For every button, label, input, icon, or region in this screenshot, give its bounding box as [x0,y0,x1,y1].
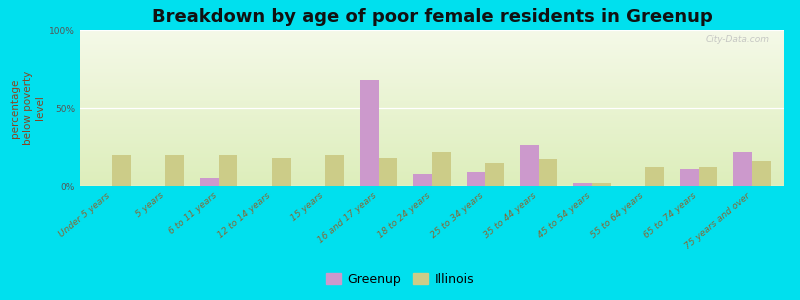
Bar [432,152,450,186]
Bar [538,160,558,186]
Bar [752,161,770,186]
Legend: Greenup, Illinois: Greenup, Illinois [321,268,479,291]
Y-axis label: percentage
below poverty
level: percentage below poverty level [10,71,45,145]
Bar [466,172,486,186]
Bar [592,183,610,186]
Title: Breakdown by age of poor female residents in Greenup: Breakdown by age of poor female resident… [152,8,712,26]
Bar [734,152,752,186]
Bar [166,155,184,186]
Bar [218,155,238,186]
Bar [378,158,398,186]
Bar [272,158,290,186]
Bar [414,173,432,186]
Text: City-Data.com: City-Data.com [706,35,770,44]
Bar [574,183,592,186]
Bar [112,155,130,186]
Bar [486,163,504,186]
Bar [698,167,718,186]
Bar [680,169,698,186]
Bar [646,167,664,186]
Bar [200,178,218,186]
Bar [520,146,538,186]
Bar [360,80,378,186]
Bar [326,155,344,186]
